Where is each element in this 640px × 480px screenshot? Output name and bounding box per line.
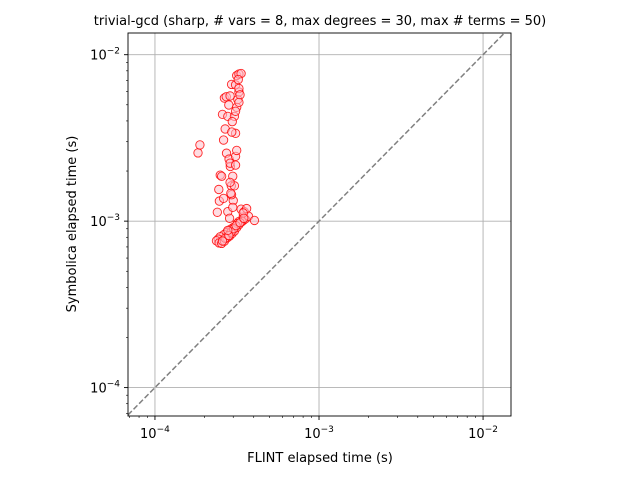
x-axis-ticks: 10−4 10−3 10−2	[129, 416, 498, 442]
y-axis-label: Symbolica elapsed time (s)	[65, 136, 80, 313]
scatter-point	[234, 97, 244, 108]
x-tick-label-exponent: −2	[485, 425, 498, 435]
scatter-point	[227, 117, 237, 127]
scatter-point	[195, 140, 205, 150]
y-tick-label-base: 10	[90, 215, 107, 230]
y-tick-label-base: 10	[90, 49, 107, 64]
scatter-point	[230, 106, 241, 116]
scatter-point	[217, 236, 228, 246]
x-tick-label: 10−2	[468, 425, 498, 442]
y-axis-ticks: 10−410−310−2	[90, 47, 128, 414]
x-tick-label-base: 10	[304, 427, 321, 442]
y-tick-label-base: 10	[90, 382, 107, 397]
scatter-point	[216, 171, 227, 181]
scatter-point	[230, 160, 241, 170]
y-tick-label-exponent: −4	[107, 380, 121, 390]
x-axis-label: FLINT elapsed time (s)	[247, 451, 393, 466]
scatter-point	[228, 202, 238, 213]
y-tick-label-exponent: −2	[107, 47, 120, 57]
scatter-point	[249, 215, 260, 226]
scatter-point	[224, 213, 235, 223]
plot-frame	[127, 32, 512, 417]
scatter-point	[225, 177, 235, 188]
y-tick-label: 10−2	[90, 47, 120, 64]
scatter-point	[235, 90, 245, 100]
scatter-point	[227, 127, 237, 137]
y-tick-label: 10−3	[90, 213, 120, 230]
x-tick-label-base: 10	[468, 427, 485, 442]
x-tick-label-exponent: −3	[321, 425, 334, 435]
x-tick-label: 10−4	[140, 425, 170, 442]
scatter-point	[223, 225, 233, 236]
scatter-points	[193, 68, 260, 249]
scatter-point	[233, 74, 243, 85]
x-tick-label-base: 10	[140, 427, 157, 442]
scatter-point	[218, 135, 229, 145]
scatter-point	[218, 193, 229, 204]
x-tick-label: 10−3	[304, 425, 334, 442]
x-tick-label-exponent: −4	[157, 425, 171, 435]
reference-line-y-equals-x	[127, 32, 505, 416]
scatter-point	[193, 148, 203, 158]
scatter-point	[224, 100, 234, 110]
chart-title: trivial-gcd (sharp, # vars = 8, max degr…	[94, 14, 546, 29]
scatter-point	[212, 207, 222, 217]
y-tick-label: 10−4	[90, 380, 120, 397]
scatter-point	[214, 184, 224, 195]
scatter-point	[226, 188, 236, 198]
scatter-point	[225, 91, 235, 101]
scatter-point	[239, 213, 249, 223]
y-tick-label-exponent: −3	[107, 213, 120, 223]
scatter-point	[232, 145, 242, 156]
